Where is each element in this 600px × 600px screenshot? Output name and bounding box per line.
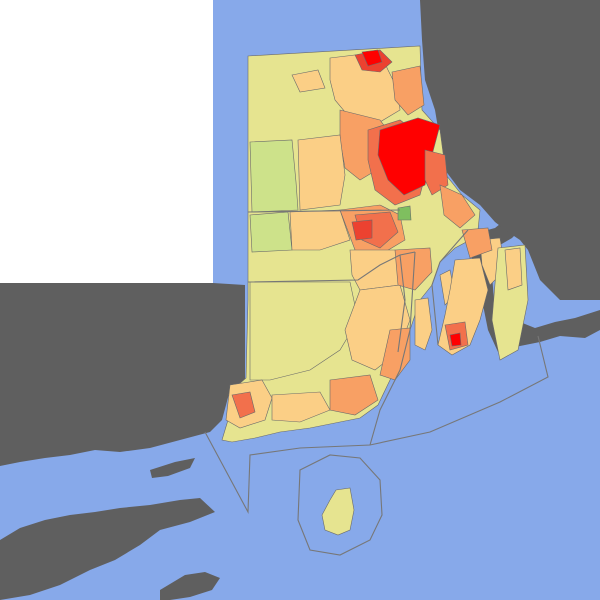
region-west-greenish xyxy=(249,139,299,213)
region-north-tan xyxy=(291,69,326,93)
land-massachusetts-east xyxy=(420,0,600,300)
state-water-boundary-east xyxy=(431,229,469,346)
region-providence-core xyxy=(377,117,441,196)
county-line-north xyxy=(247,209,401,213)
region-east-providence xyxy=(424,149,449,196)
region-bristol xyxy=(461,227,493,259)
region-newport-core xyxy=(449,332,462,347)
island-conanicut xyxy=(414,297,433,351)
region-providence-green xyxy=(397,205,412,221)
region-little-compton-tan xyxy=(504,247,523,291)
county-line-kent-east xyxy=(397,254,406,353)
region-central-tan xyxy=(297,134,346,211)
land-fishers-island xyxy=(150,458,195,478)
county-line-washington-east xyxy=(369,251,416,446)
region-east-bay-orange xyxy=(439,184,476,229)
land-long-island xyxy=(0,498,215,600)
region-south-coast-orange xyxy=(329,374,379,416)
region-westerly-red xyxy=(231,391,256,419)
region-pawtucket-orange xyxy=(391,65,425,116)
region-charlestown xyxy=(271,391,331,423)
block-island xyxy=(321,487,355,536)
land-south-fork xyxy=(160,572,220,600)
county-line-south xyxy=(247,251,416,283)
blank-panel xyxy=(0,0,213,283)
block-island-boundary xyxy=(297,454,383,556)
region-sw-greenish xyxy=(249,211,293,253)
region-south-mid-tan xyxy=(289,209,351,251)
land-connecticut xyxy=(0,283,245,466)
state-water-boundary xyxy=(204,335,549,515)
region-narragansett xyxy=(379,327,411,381)
region-west-warwick xyxy=(351,219,373,241)
region-woonsocket-core xyxy=(361,49,383,67)
region-sw-light xyxy=(249,281,359,381)
